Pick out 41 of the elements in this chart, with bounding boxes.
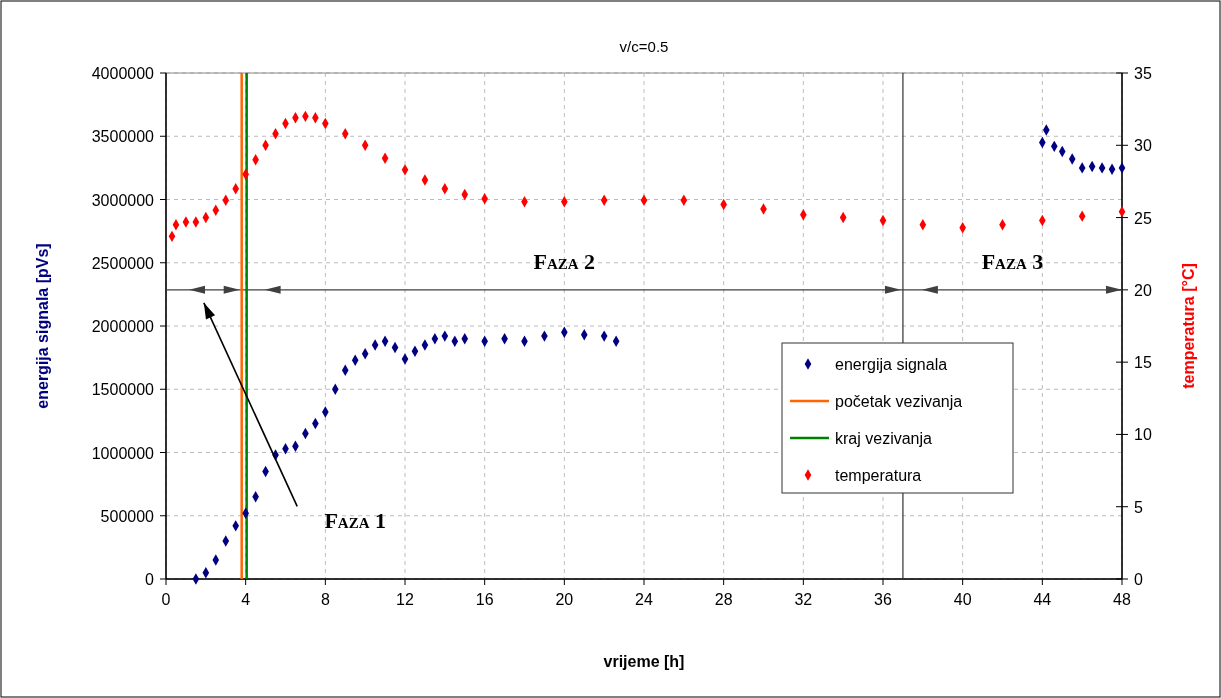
- x-tick-label: 4: [241, 591, 251, 608]
- x-tick-label: 16: [475, 591, 494, 608]
- annotation: Faza 1: [324, 508, 387, 534]
- y-tick-label: 2500000: [91, 254, 155, 272]
- x-axis-title: vrijeme [h]: [603, 653, 685, 670]
- annotation: Faza 3: [981, 249, 1044, 275]
- y2-tick-label: 35: [1134, 65, 1152, 82]
- x-tick-label: 40: [953, 591, 972, 608]
- x-tick-label: 44: [1033, 591, 1052, 608]
- x-tick-label: 48: [1113, 591, 1131, 608]
- y-tick-label: 500000: [100, 507, 155, 525]
- x-tick-label: 0: [161, 591, 171, 608]
- y-tick-label: 0: [145, 571, 155, 588]
- x-tick-label: 24: [635, 591, 653, 608]
- legend-label: kraj vezivanja: [835, 430, 933, 447]
- x-tick-label: 8: [320, 591, 330, 608]
- x-tick-label: 20: [555, 591, 574, 608]
- y2-tick-label: 20: [1134, 281, 1152, 299]
- chart-title: v/c=0.5: [619, 38, 669, 55]
- y2-tick-label: 10: [1134, 426, 1152, 444]
- y2-tick-label: 0: [1134, 571, 1143, 588]
- y2-tick-label: 5: [1134, 498, 1143, 516]
- legend-label: početak vezivanja: [835, 393, 963, 410]
- x-tick-label: 36: [874, 591, 892, 608]
- legend-label: temperatura: [835, 467, 922, 484]
- x-tick-label: 28: [714, 591, 733, 608]
- y2-axis-title: temperatura [°C]: [1180, 263, 1197, 389]
- x-tick-label: 32: [794, 591, 813, 608]
- y-tick-label: 3500000: [91, 128, 155, 146]
- y2-tick-label: 30: [1134, 137, 1152, 155]
- y-axis-title: energija signala [pVs]: [34, 243, 51, 409]
- y-tick-label: 2000000: [91, 318, 155, 335]
- x-tick-label: 12: [396, 591, 414, 608]
- y2-tick-label: 25: [1134, 209, 1152, 227]
- annotation: Faza 2: [533, 249, 596, 275]
- y-tick-label: 1500000: [91, 381, 155, 399]
- y-tick-label: 4000000: [91, 65, 155, 82]
- legend-label: energija signala: [835, 356, 948, 373]
- y-tick-label: 1000000: [91, 444, 155, 462]
- y2-tick-label: 15: [1134, 354, 1152, 372]
- y-tick-label: 3000000: [91, 191, 155, 209]
